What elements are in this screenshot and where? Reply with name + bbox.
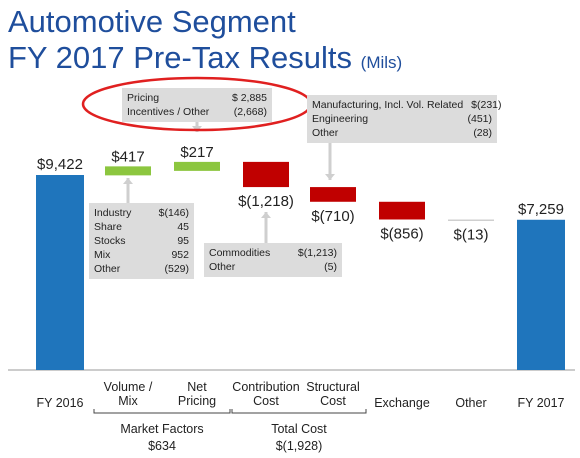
callout-row-label: Other	[94, 263, 121, 275]
value-label-7: $7,259	[518, 201, 564, 218]
callout-row: Share 45	[94, 220, 189, 234]
chart-title-line1: Automotive Segment	[8, 4, 296, 39]
category-label-3-0: Contribution	[232, 380, 299, 394]
callout-row-label: Industry	[94, 207, 132, 219]
category-label-1-0: Volume /	[104, 380, 153, 394]
callout-row: Mix 952	[94, 248, 189, 262]
callout-row-label: Incentives / Other	[127, 106, 210, 118]
callout-row-value: (451)	[467, 113, 492, 125]
callout-row-label: Commodities	[209, 247, 271, 259]
callout-row-label: Mix	[94, 249, 111, 261]
callout-row: Pricing $ 2,885	[127, 91, 267, 105]
bar-2	[174, 161, 220, 171]
callout-row: Other (5)	[209, 260, 337, 274]
category-label-2-1: Pricing	[178, 394, 216, 408]
callout-row-value: $(1,213)	[297, 247, 337, 259]
callout-row-value: $(231)	[471, 99, 502, 111]
value-label-4: $(710)	[311, 208, 354, 225]
category-label-4-1: Cost	[320, 394, 346, 408]
callout-row: Industry $(146)	[94, 206, 189, 220]
group-bracket-1	[231, 409, 367, 414]
callout-row: Other (529)	[94, 262, 189, 276]
bar-5	[379, 201, 425, 220]
commodities-callout: Commodities $(1,213) Other (5)	[204, 243, 342, 277]
chart-title-main: FY 2017 Pre-Tax Results	[8, 40, 353, 75]
callout-row: Other (28)	[312, 126, 492, 140]
callout-row: Engineering (451)	[312, 112, 492, 126]
callout-row-label: Other	[312, 127, 339, 139]
market-factors-callout: Industry $(146) Share 45 Stocks 95 Mix 952 Other…	[89, 203, 194, 279]
group-bracket-0	[93, 409, 231, 414]
callout-row: Commodities $(1,213)	[209, 246, 337, 260]
bar-1	[105, 166, 151, 176]
commodities-arrow-head	[261, 212, 271, 218]
value-label-5: $(856)	[380, 225, 423, 242]
category-label-7: FY 2017	[517, 396, 564, 410]
category-label-2-0: Net	[187, 380, 207, 394]
callout-row-value: 952	[171, 249, 189, 261]
callout-row-label: Pricing	[127, 92, 160, 104]
callout-row: Stocks 95	[94, 234, 189, 248]
value-label-6: $(13)	[453, 226, 488, 243]
category-label-4-0: Structural	[306, 380, 360, 394]
chart-title-line2: FY 2017 Pre-Tax Results (Mils)	[8, 40, 402, 76]
group-value-0: $634	[148, 439, 176, 453]
category-label-6: Other	[455, 396, 486, 410]
category-label-5: Exchange	[374, 396, 430, 410]
bar-3	[243, 161, 289, 188]
callout-row-value: $ 2,885	[231, 92, 267, 104]
callout-row-value: (5)	[324, 261, 337, 273]
callout-row-value: (2,668)	[233, 106, 267, 118]
market-arrow-head	[123, 178, 133, 184]
structural-cost-callout: Manufacturing, Incl. Vol. Related $(231) E…	[307, 95, 502, 143]
bar-4	[310, 187, 356, 202]
group-label-1: Total Cost	[271, 422, 327, 436]
bar-7	[517, 219, 565, 370]
callout-row: Manufacturing, Incl. Vol. Related $(231)	[312, 98, 502, 112]
group-value-1: $(1,928)	[276, 439, 323, 453]
category-label-3-1: Cost	[253, 394, 279, 408]
callout-row-label: Other	[209, 261, 236, 273]
category-label-0: FY 2016	[36, 396, 83, 410]
callout-row-value: 45	[177, 221, 189, 233]
group-label-0: Market Factors	[120, 422, 203, 436]
bar-0	[36, 175, 84, 370]
callout-row-label: Share	[94, 221, 123, 233]
structural-arrow-head	[325, 174, 335, 180]
callout-row-label: Engineering	[312, 113, 369, 125]
callout-row-value: $(146)	[158, 207, 189, 219]
pricing-callout: Pricing $ 2,885 Incentives / Other (2,668)	[122, 88, 272, 122]
bar-6	[448, 219, 494, 221]
callout-row-label: Manufacturing, Incl. Vol. Related	[312, 99, 464, 111]
callout-row-value: (28)	[473, 127, 492, 139]
value-label-3: $(1,218)	[238, 193, 294, 210]
category-label-1-1: Mix	[118, 394, 138, 408]
value-label-1: $417	[111, 148, 144, 165]
value-label-0: $9,422	[37, 156, 83, 173]
value-label-2: $217	[180, 144, 213, 161]
chart-title-unit: (Mils)	[360, 53, 403, 72]
callout-row: Incentives / Other (2,668)	[127, 105, 267, 119]
callout-row-value: 95	[177, 235, 189, 247]
callout-row-label: Stocks	[94, 235, 126, 247]
callout-row-value: (529)	[164, 263, 189, 275]
